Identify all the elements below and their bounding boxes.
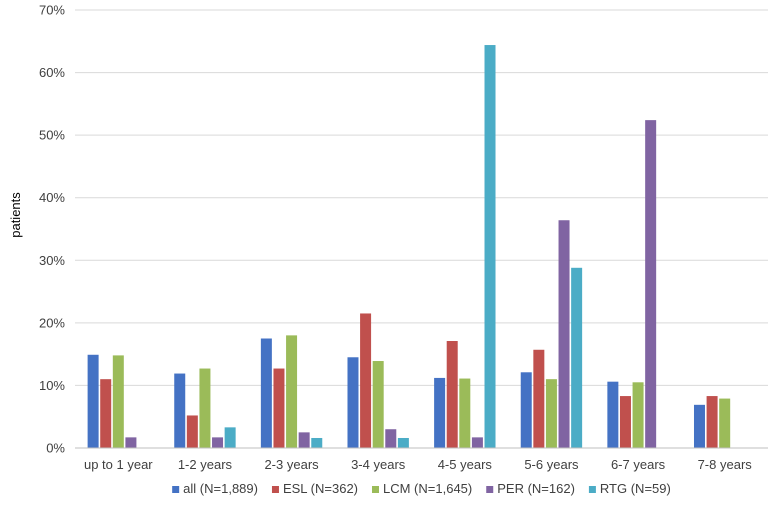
bar	[186, 415, 198, 448]
x-tick-label: 2-3 years	[264, 457, 319, 472]
gridlines	[75, 9, 768, 386]
legend: all (N=1,889) ESL (N=362) LCM (N=1,645) PER…	[172, 481, 671, 496]
bars	[87, 45, 731, 448]
legend-label: LCM (N=1,645)	[383, 481, 472, 496]
bar	[434, 377, 446, 448]
bar	[100, 379, 112, 448]
x-tick-label: 6-7 years	[611, 457, 666, 472]
bar	[619, 396, 631, 448]
axes: 0% 10% 20% 30% 40% 50% 60% 70% up to 1 year 1-2 y…	[39, 3, 768, 472]
legend-item: PER (N=162)	[486, 481, 575, 496]
bar	[607, 381, 619, 448]
bar	[397, 437, 409, 448]
bar	[199, 368, 211, 448]
legend-label: RTG (N=59)	[600, 481, 671, 496]
y-tick-label: 60%	[39, 65, 65, 80]
bar	[571, 267, 583, 448]
y-tick-label: 40%	[39, 190, 65, 205]
bar	[706, 396, 718, 448]
bar	[347, 357, 359, 448]
y-tick-label: 30%	[39, 253, 65, 268]
bar	[645, 120, 657, 448]
legend-label: PER (N=162)	[497, 481, 575, 496]
bar	[311, 437, 323, 448]
bar	[360, 313, 372, 448]
bar	[385, 429, 397, 448]
y-tick-label: 70%	[39, 3, 65, 18]
bar	[558, 220, 570, 448]
bar	[632, 382, 644, 448]
legend-swatch	[588, 486, 596, 493]
bar	[212, 437, 224, 448]
x-tick-label: 3-4 years	[351, 457, 406, 472]
x-tick-label: up to 1 year	[84, 457, 153, 472]
bar	[125, 437, 137, 448]
bar	[273, 368, 285, 448]
bar	[298, 432, 310, 448]
legend-swatch	[172, 486, 180, 493]
bar	[260, 338, 272, 448]
x-tick-label: 1-2 years	[178, 457, 233, 472]
bar	[459, 378, 471, 448]
legend-swatch	[271, 486, 279, 493]
bar	[471, 437, 483, 448]
bar	[520, 372, 532, 448]
bar	[174, 373, 186, 448]
bar	[112, 355, 124, 448]
legend-swatch	[486, 486, 494, 493]
bar	[224, 427, 236, 448]
y-tick-label: 20%	[39, 315, 65, 330]
legend-item: all (N=1,889)	[172, 481, 258, 496]
legend-item: RTG (N=59)	[588, 481, 671, 496]
y-tick-label: 10%	[39, 378, 65, 393]
y-tick-label: 0%	[46, 441, 65, 456]
bar	[545, 379, 557, 448]
bar	[533, 349, 545, 448]
legend-label: ESL (N=362)	[283, 481, 358, 496]
x-tick-label: 7-8 years	[698, 457, 753, 472]
bar	[693, 404, 705, 448]
bar	[286, 335, 298, 448]
x-tick-label: 4-5 years	[438, 457, 493, 472]
bar	[372, 361, 384, 448]
legend-item: LCM (N=1,645)	[372, 481, 472, 496]
bar	[719, 398, 731, 448]
x-tick-label: 5-6 years	[524, 457, 579, 472]
bar	[484, 45, 496, 448]
bar	[87, 354, 99, 448]
y-tick-label: 50%	[39, 128, 65, 143]
legend-label: all (N=1,889)	[183, 481, 258, 496]
bar	[446, 341, 458, 448]
y-axis-label: patients	[8, 192, 23, 238]
legend-swatch	[372, 486, 379, 493]
legend-item: ESL (N=362)	[271, 481, 358, 496]
